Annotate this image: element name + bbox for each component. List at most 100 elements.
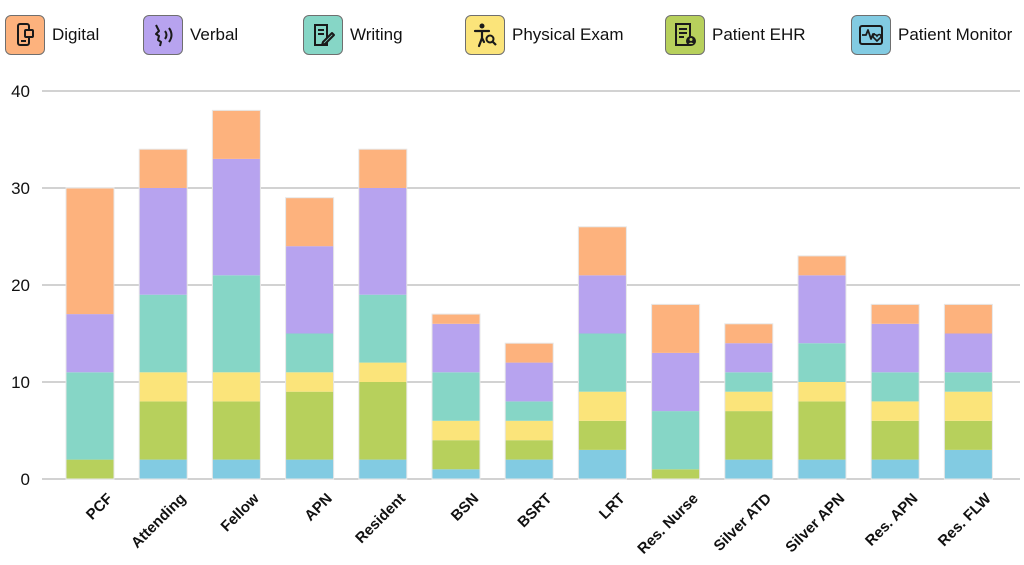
- bar-segment-physical-exam: [432, 420, 480, 441]
- bar-segment-patient-monitor: [724, 459, 773, 479]
- bar-segment-patient-monitor: [139, 459, 188, 479]
- bar-stack: [211, 109, 261, 480]
- bar-segment-patient-monitor: [212, 459, 261, 479]
- legend-item-patient-ehr: Patient EHR: [665, 14, 806, 56]
- bar-segment-verbal: [578, 275, 627, 334]
- bar-segment-digital: [651, 304, 700, 353]
- x-axis-labels: PCF Attending Fellow APN Resident BSN BSRT LRT R…: [83, 490, 995, 558]
- bar-segment-verbal: [285, 246, 334, 334]
- bar-stack: [577, 226, 627, 480]
- legend-item-writing: Writing: [303, 14, 403, 56]
- speaking-head-icon: [143, 15, 183, 55]
- bar-stack: [504, 342, 554, 480]
- bar-segment-physical-exam: [578, 391, 627, 421]
- x-tick-label: Silver APN: [782, 490, 848, 556]
- legend-label-physical-exam: Physical Exam: [512, 25, 624, 44]
- bar-segment-patient-monitor: [944, 449, 993, 479]
- bar-segment-digital: [358, 149, 407, 188]
- bar-segment-patient-ehr: [505, 440, 554, 460]
- bar-segment-patient-monitor: [432, 469, 480, 479]
- bar-segment-physical-exam: [505, 420, 554, 441]
- bar-segment-patient-monitor: [871, 459, 920, 479]
- bar-segment-writing: [432, 372, 480, 421]
- bar-segment-patient-ehr: [66, 459, 114, 479]
- bar-segment-writing: [139, 294, 188, 373]
- bar-segment-physical-exam: [285, 372, 334, 392]
- bar-segment-patient-ehr: [432, 440, 480, 470]
- bar-segment-digital: [212, 110, 261, 159]
- bar-outline: [651, 303, 701, 480]
- health-record-icon: [665, 15, 705, 55]
- bar-outline: [943, 303, 993, 480]
- bar-stack: [285, 197, 335, 480]
- bar-segment-patient-ehr: [798, 401, 846, 460]
- bar-segment-digital: [139, 149, 188, 188]
- bar-segment-patient-ehr: [651, 469, 700, 479]
- bar-segment-digital: [724, 323, 773, 344]
- x-tick-label: LRT: [596, 490, 629, 523]
- bar-segment-writing: [651, 411, 700, 470]
- bars: [65, 109, 993, 480]
- y-tick-label: 20: [11, 276, 30, 295]
- bar-segment-verbal: [358, 188, 407, 295]
- y-axis-ticks: 0 10 20 30 40: [11, 82, 30, 489]
- bar-segment-patient-ehr: [139, 401, 188, 460]
- bar-stack: [651, 303, 701, 480]
- bar-outline: [504, 342, 554, 480]
- bar-segment-writing: [212, 275, 261, 373]
- bar-segment-digital: [285, 197, 334, 247]
- bar-stack: [431, 313, 481, 480]
- bar-segment-patient-monitor: [285, 459, 334, 479]
- x-tick-label: APN: [301, 490, 335, 524]
- smartphone-icon: [5, 15, 45, 55]
- bar-stack: [138, 148, 188, 480]
- bar-outline: [211, 109, 261, 480]
- bar-segment-verbal: [944, 333, 993, 373]
- bar-segment-digital: [505, 343, 554, 363]
- bar-segment-physical-exam: [871, 401, 920, 421]
- bar-segment-writing: [871, 372, 920, 402]
- legend-item-digital: Digital: [5, 14, 99, 56]
- x-tick-label: Silver ATD: [711, 490, 776, 555]
- y-tick-label: 10: [11, 373, 30, 392]
- bar-segment-patient-ehr: [871, 420, 920, 460]
- bar-segment-verbal: [505, 362, 554, 402]
- bar-outline: [138, 148, 188, 480]
- bar-segment-physical-exam: [358, 362, 407, 382]
- bar-segment-patient-monitor: [358, 459, 407, 479]
- bar-segment-physical-exam: [139, 372, 188, 402]
- bar-segment-physical-exam: [798, 382, 846, 402]
- bar-segment-verbal: [651, 352, 700, 412]
- x-tick-label: Attending: [128, 490, 190, 552]
- y-tick-label: 40: [11, 82, 30, 101]
- bar-segment-verbal: [66, 314, 114, 373]
- bar-segment-writing: [505, 401, 554, 421]
- bar-segment-writing: [724, 372, 773, 392]
- bar-segment-digital: [798, 255, 846, 276]
- bar-segment-patient-ehr: [212, 401, 261, 460]
- bar-outline: [431, 313, 481, 480]
- legend-label-patient-ehr: Patient EHR: [712, 25, 806, 44]
- bar-segment-verbal: [724, 343, 773, 373]
- person-search-icon: [465, 15, 505, 55]
- x-tick-label: Fellow: [218, 490, 263, 535]
- bar-stack: [943, 303, 993, 480]
- bar-segment-digital: [432, 314, 480, 324]
- heart-monitor-icon: [851, 15, 891, 55]
- x-tick-label: Res. APN: [862, 490, 921, 549]
- bar-stack: [870, 303, 920, 480]
- bar-segment-verbal: [432, 323, 480, 373]
- bar-segment-verbal: [871, 323, 920, 373]
- legend-item-patient-monitor: Patient Monitor: [851, 14, 1012, 56]
- x-tick-label: Res. Nurse: [634, 490, 701, 557]
- bar-segment-patient-ehr: [578, 420, 627, 450]
- bar-segment-digital: [66, 188, 114, 315]
- bar-outline: [65, 187, 115, 480]
- legend-label-writing: Writing: [350, 25, 403, 44]
- bar-segment-patient-ehr: [358, 382, 407, 460]
- bar-stack: [797, 255, 847, 480]
- y-tick-label: 30: [11, 179, 30, 198]
- legend-item-physical-exam: Physical Exam: [465, 14, 623, 56]
- bar-outline: [358, 148, 408, 480]
- x-tick-label: Resident: [352, 490, 409, 547]
